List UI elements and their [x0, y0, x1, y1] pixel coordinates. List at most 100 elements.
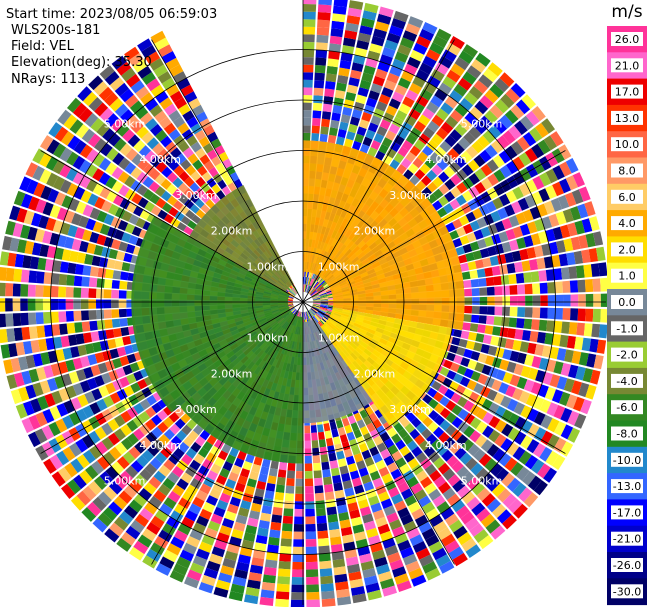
radar-gate — [449, 161, 461, 173]
radar-gate — [462, 322, 471, 331]
radar-gate — [205, 199, 215, 209]
radar-gate — [184, 576, 200, 589]
radar-gate — [118, 157, 131, 170]
radar-gate — [213, 506, 226, 518]
radar-gate — [451, 404, 463, 416]
radar-gate — [510, 296, 518, 306]
radar-gate — [553, 437, 567, 453]
radar-gate — [506, 175, 519, 189]
radar-gate — [357, 87, 369, 97]
radar-gate — [457, 421, 469, 433]
radar-gate — [225, 478, 237, 489]
radar-gate — [343, 99, 355, 109]
radar-gate — [552, 181, 564, 197]
radar-gate — [329, 35, 343, 45]
radar-gate — [82, 485, 97, 501]
radar-gate — [245, 586, 260, 597]
radar-gate — [372, 477, 384, 488]
radar-gate — [501, 285, 510, 295]
radar-gate — [399, 417, 411, 428]
radar-gate — [276, 476, 286, 486]
radar-gate — [338, 67, 350, 77]
radar-gate — [179, 205, 190, 215]
radar-gate — [96, 320, 106, 330]
radar-gate — [315, 492, 325, 502]
radar-gate — [155, 161, 168, 173]
radar-gate — [20, 298, 28, 311]
radar-gate — [198, 447, 209, 458]
radar-gate — [322, 469, 331, 478]
radar-gate — [303, 284, 305, 292]
radar-gate — [401, 488, 414, 500]
radar-gate — [314, 65, 326, 74]
radar-gate — [353, 484, 365, 495]
radar-gate — [415, 547, 431, 560]
radar-gate — [568, 322, 578, 335]
radar-gate — [422, 501, 436, 514]
radar-gate — [138, 145, 151, 158]
radar-gate — [231, 464, 242, 475]
radar-gate — [104, 528, 120, 543]
radar-gate — [422, 405, 434, 416]
radar-gate — [473, 529, 489, 543]
radar-gate — [318, 290, 326, 295]
radar-gate — [449, 36, 465, 50]
radar-gate — [105, 113, 119, 127]
radar-gate — [567, 222, 578, 237]
radar-gate — [461, 538, 477, 552]
radar-gate — [176, 478, 189, 491]
colorbar-tick-label: -1.0 — [616, 322, 637, 335]
radar-gate — [172, 484, 185, 497]
radar-gate — [139, 398, 151, 410]
radar-gate — [468, 126, 482, 140]
radar-gate — [49, 204, 61, 219]
radar-gate — [52, 176, 65, 191]
radar-gate — [130, 382, 141, 394]
radar-gate — [414, 120, 426, 133]
radar-gate — [96, 309, 105, 320]
colorbar-tick-label: 0.0 — [618, 296, 636, 309]
radar-gate — [439, 140, 452, 153]
radar-gate — [333, 566, 347, 576]
radar-gate — [196, 515, 209, 527]
radar-gate — [527, 221, 538, 234]
radar-gate — [405, 23, 421, 35]
radar-gate — [532, 396, 545, 410]
radar-gate — [504, 109, 519, 124]
azimuth-spoke — [302, 301, 566, 454]
radar-gate — [504, 252, 514, 263]
radar-gate — [359, 79, 372, 90]
radar-gate — [444, 513, 459, 527]
radar-gate — [51, 390, 63, 405]
radar-gate — [559, 178, 571, 194]
radar-gate — [21, 417, 34, 434]
radar-gate — [123, 385, 135, 397]
radar-gate — [456, 466, 470, 479]
radar-gate — [534, 344, 545, 356]
radar-gate — [111, 299, 119, 309]
radar-gate — [476, 487, 491, 502]
radar-gate — [343, 541, 356, 551]
radar-gate — [485, 200, 497, 213]
radar-gate — [415, 69, 430, 82]
radar-gate — [430, 95, 444, 108]
radar-gate — [476, 217, 488, 229]
radar-gate — [88, 310, 97, 320]
radar-gate — [136, 171, 148, 184]
radar-gate — [320, 303, 329, 305]
radar-gate — [181, 453, 193, 466]
radar-gate — [590, 263, 600, 277]
radar-gate — [84, 343, 95, 355]
radar-gate — [349, 578, 364, 589]
radar-gate — [314, 314, 321, 321]
radar-gate — [303, 19, 316, 27]
radar-gate — [124, 344, 134, 355]
radar-gate — [331, 20, 345, 30]
radar-gate — [432, 495, 446, 508]
radar-gate — [439, 560, 455, 574]
radar-gate — [310, 290, 317, 296]
radar-gate — [229, 496, 241, 507]
radar-gate — [67, 135, 81, 150]
range-ring-label: 5.00km — [104, 118, 146, 131]
radar-gate — [137, 158, 149, 171]
